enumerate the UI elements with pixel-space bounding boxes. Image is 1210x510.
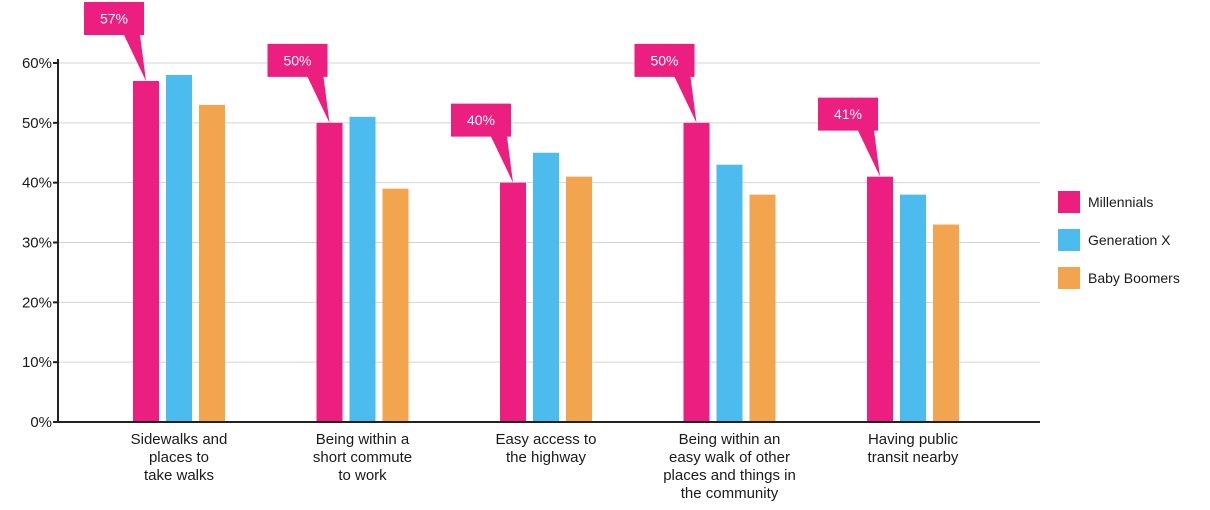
- bar: [933, 224, 959, 422]
- bar: [500, 182, 526, 422]
- y-tick-label: 10%: [22, 354, 52, 371]
- bar: [316, 122, 343, 422]
- callouts: 57% 50% 40% 50% 41%: [84, 1, 880, 183]
- bar: [166, 74, 192, 422]
- bar: [382, 188, 409, 422]
- y-tick-label: 0%: [30, 414, 52, 431]
- legend-label: Baby Boomers: [1088, 270, 1180, 286]
- category-label: Having public transit nearby: [868, 431, 959, 466]
- callout-box: [634, 43, 697, 123]
- bar: [867, 176, 893, 422]
- category-label: Being within an easy walk of other places …: [663, 431, 796, 502]
- y-tick-label: 40%: [22, 175, 52, 192]
- bars: [133, 74, 959, 422]
- y-tick-label: 20%: [22, 294, 52, 311]
- category-label: Being within a short commute to work: [313, 431, 412, 484]
- bar: [349, 116, 376, 422]
- legend-label: Millennials: [1088, 194, 1153, 210]
- y-tick-label: 30%: [22, 235, 52, 252]
- callout-box: [267, 43, 330, 123]
- callout-label: 40%: [467, 112, 495, 128]
- bar: [900, 194, 926, 422]
- callout-label: 50%: [650, 52, 678, 68]
- legend-swatch: [1058, 229, 1080, 251]
- bar: [749, 194, 776, 422]
- bar: [566, 176, 592, 422]
- bar: [716, 164, 743, 422]
- category-label: Easy access to the highway: [496, 431, 597, 466]
- x-axis: Sidewalks and places to take walks Being wi…: [58, 421, 1040, 502]
- bar: [199, 104, 225, 422]
- callout-box: [451, 103, 513, 183]
- legend-label: Generation X: [1088, 232, 1171, 248]
- callout-box: [818, 97, 880, 177]
- callout-label: 50%: [283, 52, 311, 68]
- y-tick-label: 60%: [22, 55, 52, 72]
- category-label: Sidewalks and places to take walks: [131, 431, 228, 484]
- y-tick-label: 50%: [22, 115, 52, 132]
- legend-swatch: [1058, 191, 1080, 213]
- bar: [533, 152, 559, 422]
- legend: Millennials Generation X Baby Boomers: [1058, 191, 1180, 289]
- callout-label: 41%: [834, 106, 862, 122]
- bar: [133, 80, 159, 422]
- callout-box: [84, 1, 146, 81]
- legend-swatch: [1058, 267, 1080, 289]
- callout-label: 57%: [100, 10, 128, 26]
- bar: [683, 122, 710, 422]
- y-axis: 0% 10% 20% 30% 40% 50% 60%: [22, 55, 59, 431]
